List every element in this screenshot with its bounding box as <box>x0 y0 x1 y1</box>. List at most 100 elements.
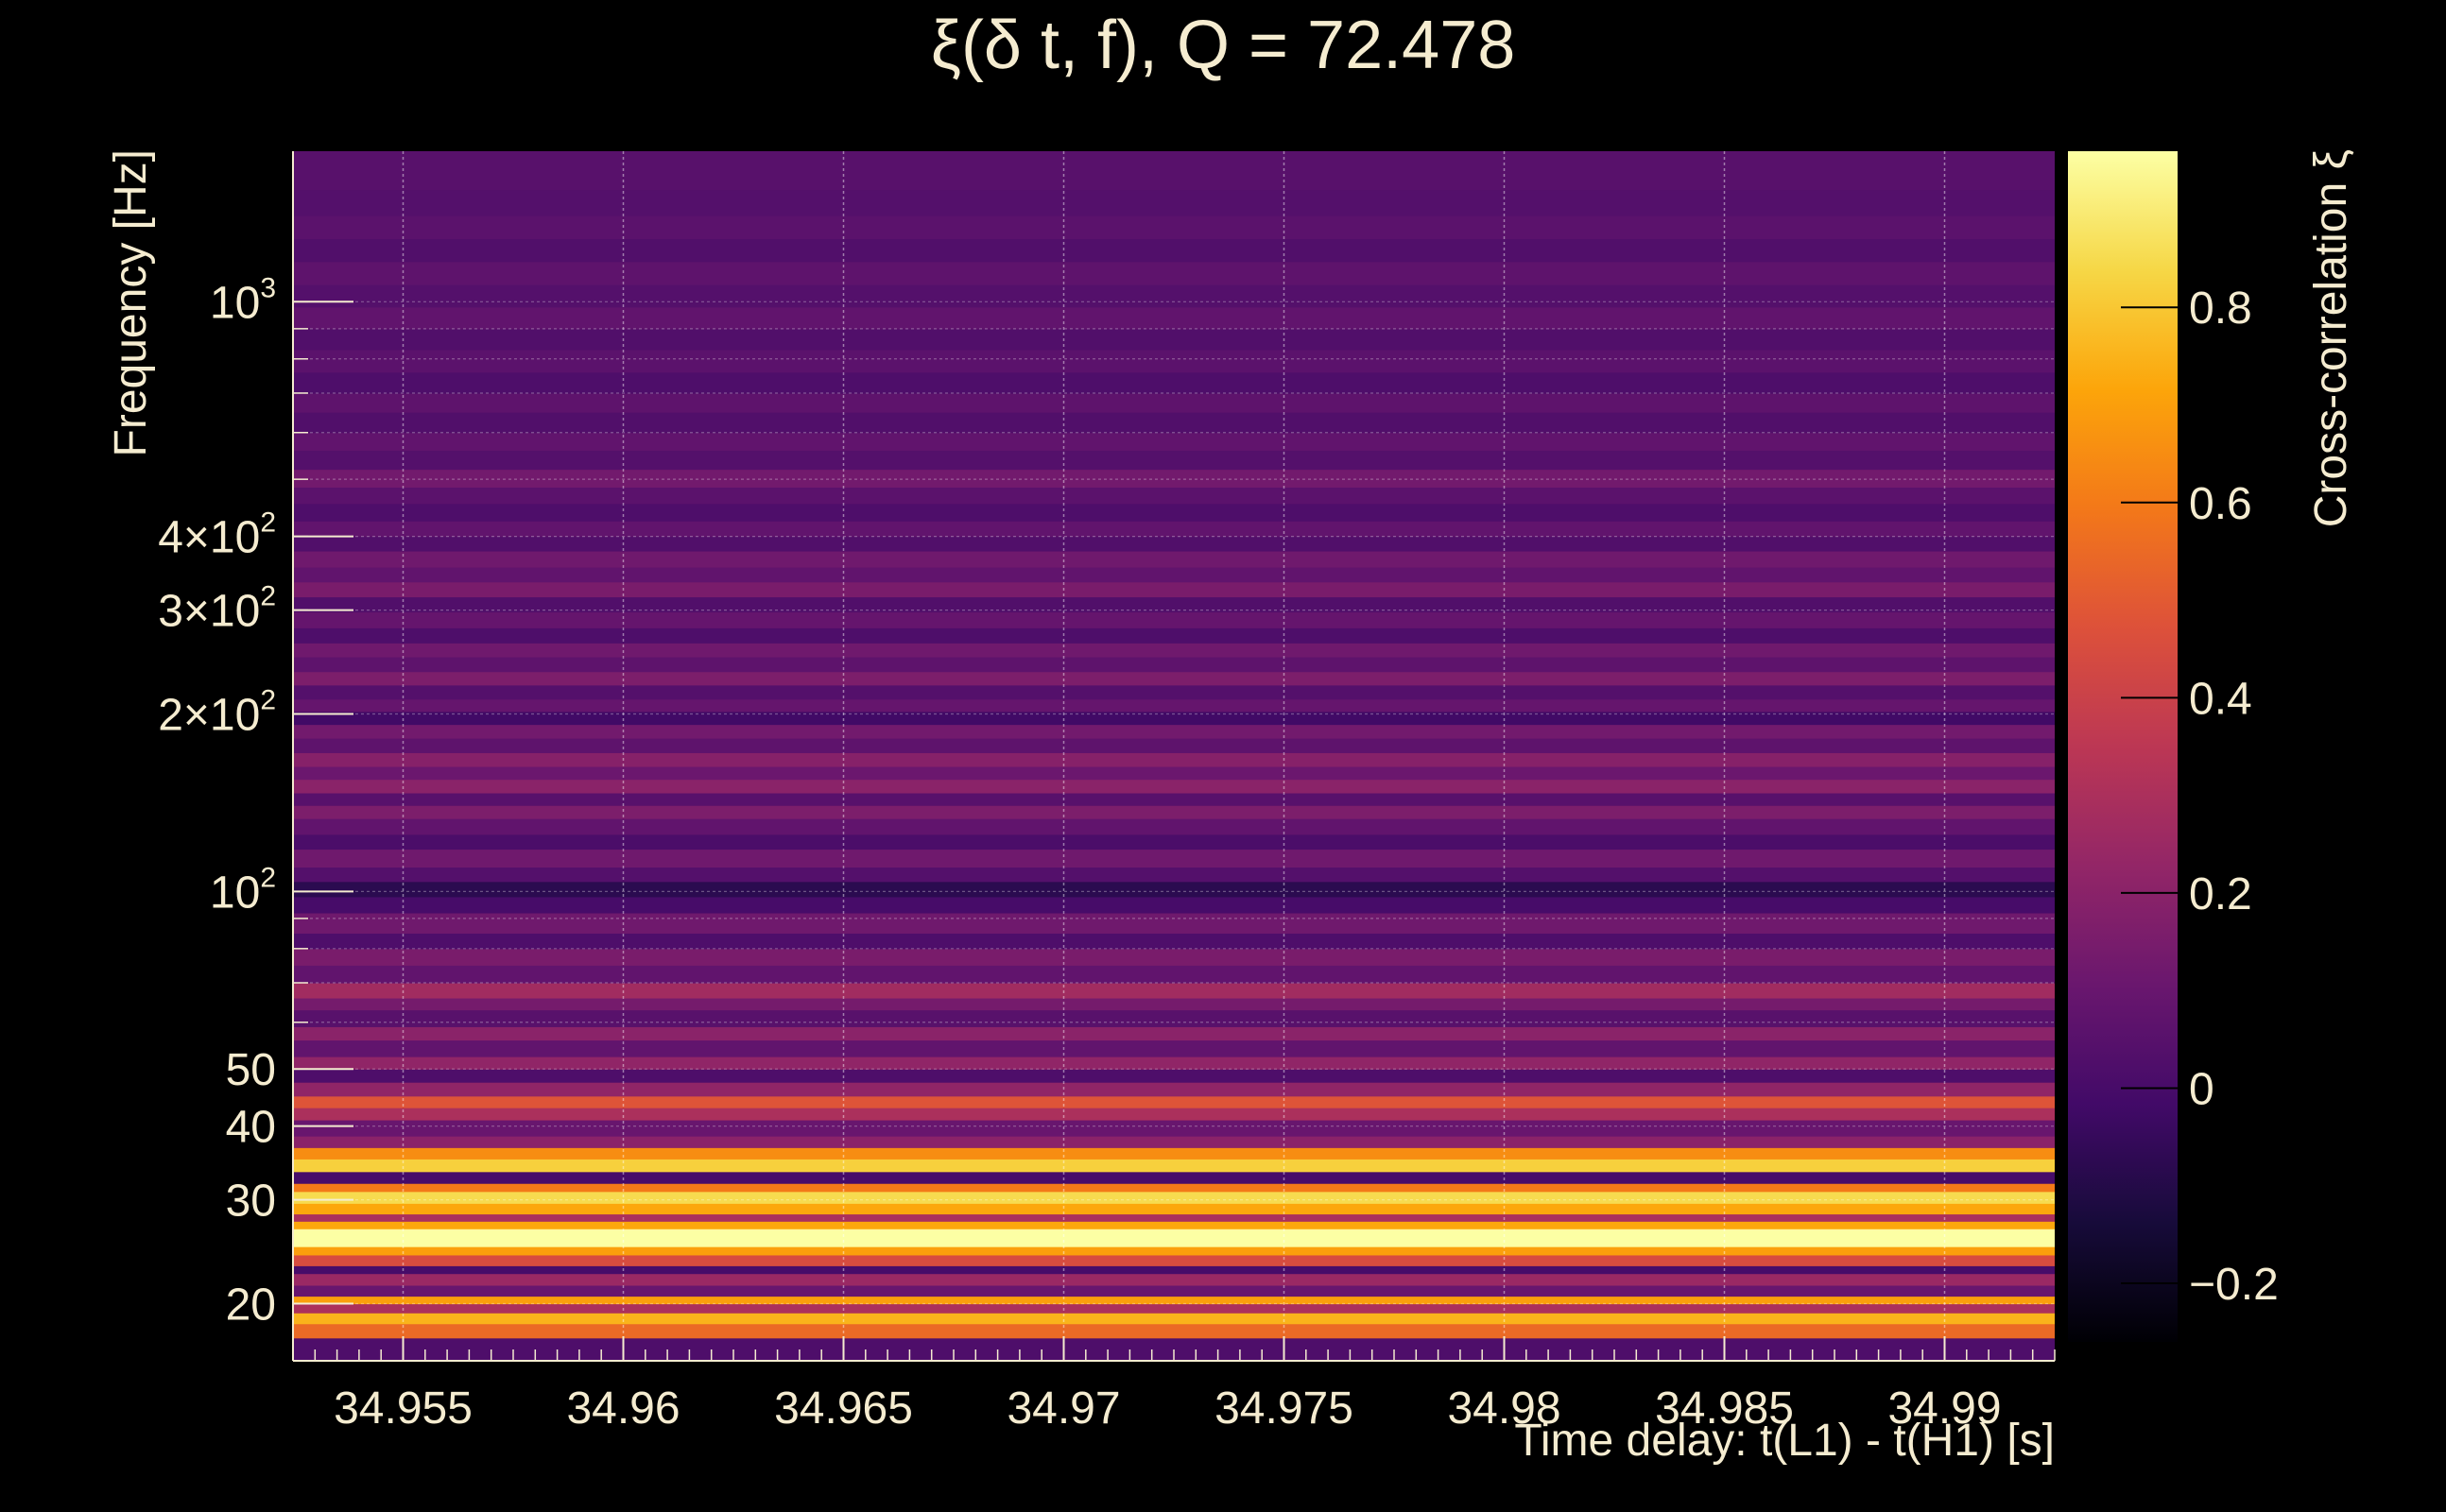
heatmap-band <box>293 328 2055 351</box>
heatmap-band <box>293 833 2055 850</box>
y-axis: 20 30 40 50 102 2×102 3×102 4×102 103 <box>158 151 353 1361</box>
colorbar-axis: −0.2 0 0.2 0.4 0.6 0.8 <box>2121 284 2279 1310</box>
heatmap-band <box>293 349 2055 373</box>
heatmap-band <box>293 1254 2055 1266</box>
heatmap-band <box>293 792 2055 806</box>
heatmap-band <box>293 450 2055 471</box>
heatmap-band <box>293 724 2055 739</box>
heatmap-band <box>293 1313 2055 1325</box>
colorbar-label: Cross-correlation ξ <box>2306 149 2356 527</box>
x-axis-label: Time delay: t(L1) - t(H1) [s] <box>1514 1416 2055 1466</box>
x-tick-label: 34.965 <box>774 1383 913 1434</box>
heatmap-band <box>293 1323 2055 1339</box>
y-tick-label: 3×102 <box>158 581 276 637</box>
heatmap-band <box>293 371 2055 394</box>
heatmap-band <box>293 550 2055 568</box>
heatmap-band <box>293 1082 2055 1097</box>
heatmap-band <box>293 912 2055 934</box>
x-tick-label: 34.97 <box>1007 1383 1120 1434</box>
heatmap-band <box>293 1284 2055 1297</box>
heatmap-band <box>293 1246 2055 1256</box>
heatmap-band <box>293 1147 2055 1160</box>
heatmap-band <box>293 1069 2055 1083</box>
y-axis-label: Frequency [Hz] <box>106 149 156 456</box>
colorbar-tick-label: 0.4 <box>2189 674 2252 724</box>
heatmap-band <box>293 1228 2055 1247</box>
heatmap-band <box>293 657 2055 673</box>
colorbar-tick-label: 0.8 <box>2189 284 2252 334</box>
heatmap-band <box>293 805 2055 819</box>
heatmap-band <box>293 1273 2055 1286</box>
heatmap-band <box>293 392 2055 413</box>
heatmap-band <box>293 627 2055 644</box>
heatmap-band <box>293 818 2055 835</box>
heatmap-band <box>293 487 2055 505</box>
heatmap-band <box>293 1009 2055 1027</box>
heatmap-band <box>293 1159 2055 1173</box>
heatmap-band <box>293 983 2055 999</box>
y-tick-label: 102 <box>210 862 276 918</box>
x-axis: 34.955 34.96 34.965 34.97 34.975 34.98 34.985 3… <box>292 1336 2056 1434</box>
heatmap <box>293 151 2055 1362</box>
colorbar-tick-label: 0.2 <box>2189 869 2252 919</box>
heatmap-band <box>293 1191 2055 1204</box>
y-tick-label: 4×102 <box>158 507 276 563</box>
heatmap-band <box>293 1296 2055 1305</box>
heatmap-band <box>293 581 2055 598</box>
colorbar-tick-label: 0 <box>2189 1064 2214 1114</box>
heatmap-band <box>293 867 2055 883</box>
heatmap-band <box>293 1213 2055 1222</box>
heatmap-band <box>293 521 2055 538</box>
x-tick-label: 34.98 <box>1447 1383 1560 1434</box>
heatmap-band <box>293 671 2055 686</box>
heatmap-band <box>293 1265 2055 1275</box>
heatmap-band <box>293 1203 2055 1215</box>
heatmap-band <box>293 1183 2055 1193</box>
heatmap-band <box>293 643 2055 658</box>
heatmap-band <box>293 881 2055 898</box>
x-tick-label: 34.96 <box>566 1383 680 1434</box>
heatmap-band <box>293 469 2055 489</box>
heatmap-band <box>293 1136 2055 1148</box>
heatmap-band <box>293 849 2055 868</box>
heatmap-band <box>293 948 2055 966</box>
heatmap-band <box>293 566 2055 583</box>
heatmap-band <box>293 151 2055 191</box>
heatmap-band <box>293 189 2055 216</box>
heatmap-band <box>293 1095 2055 1108</box>
heatmap-band <box>293 1221 2055 1229</box>
y-tick-label: 40 <box>226 1103 276 1153</box>
y-tick-label: 103 <box>210 272 276 328</box>
heatmap-band <box>293 1303 2055 1314</box>
heatmap-band <box>293 698 2055 713</box>
x-tick-label: 34.955 <box>334 1383 473 1434</box>
heatmap-band <box>293 261 2055 285</box>
heatmap-band <box>293 238 2055 263</box>
heatmap-band <box>293 596 2055 613</box>
heatmap-band <box>293 765 2055 781</box>
chart-title: ξ(δ t, f), Q = 72.478 <box>931 8 1516 83</box>
y-tick-label: 30 <box>226 1177 276 1227</box>
heatmap-band <box>293 752 2055 767</box>
y-tick-label: 20 <box>226 1280 276 1331</box>
y-tick-label: 50 <box>226 1045 276 1095</box>
heatmap-band <box>293 306 2055 330</box>
heatmap-band <box>293 684 2055 700</box>
x-tick-label: 34.985 <box>1655 1383 1794 1434</box>
heatmap-band <box>293 933 2055 950</box>
heatmap-band <box>293 412 2055 434</box>
heatmap-band <box>293 215 2055 239</box>
y-tick-label: 2×102 <box>158 684 276 740</box>
x-tick-label: 34.99 <box>1887 1383 2001 1434</box>
heatmap-band <box>293 611 2055 628</box>
colorbar-tick-label: 0.6 <box>2189 479 2252 529</box>
grid <box>293 151 2055 1361</box>
x-tick-label: 34.975 <box>1214 1383 1353 1434</box>
colorbar <box>2068 151 2178 1342</box>
heatmap-band <box>293 1026 2055 1041</box>
heatmap-band <box>293 711 2055 726</box>
heatmap-band <box>293 896 2055 914</box>
heatmap-band <box>293 779 2055 794</box>
heatmap-band <box>293 503 2055 522</box>
heatmap-band <box>293 997 2055 1011</box>
